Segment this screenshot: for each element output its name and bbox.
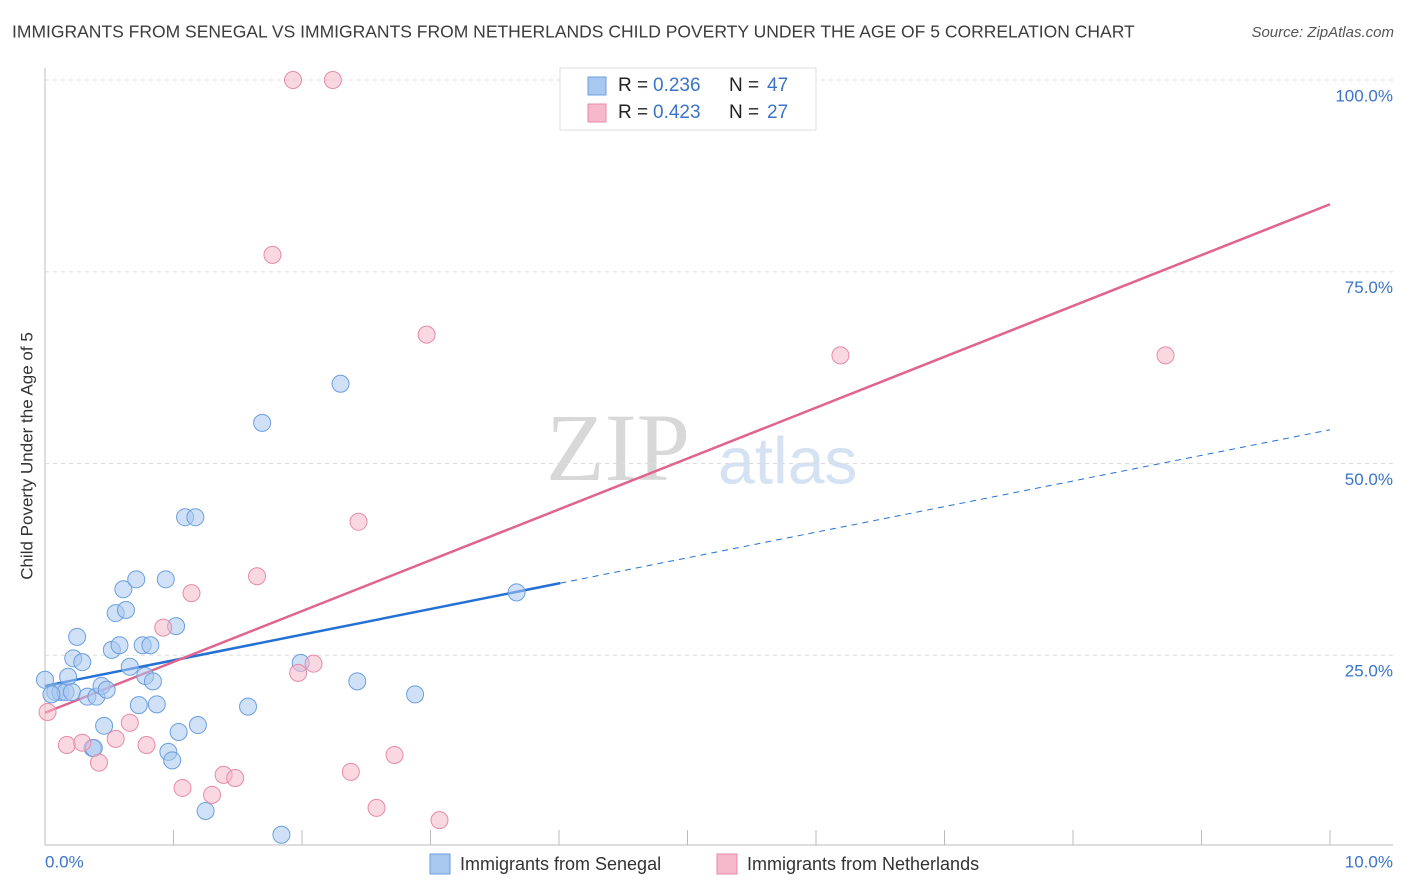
source: Source: ZipAtlas.com [1251, 24, 1394, 41]
point [97, 680, 116, 699]
trend-line [44, 203, 1331, 714]
legend-label: Immigrants from Senegal [460, 854, 661, 874]
point [430, 811, 449, 830]
y-tick-label: 25.0% [1345, 662, 1393, 681]
point [507, 583, 526, 602]
point [253, 413, 272, 432]
point [341, 762, 360, 781]
point [59, 667, 78, 686]
point [188, 716, 207, 735]
point [116, 600, 135, 619]
x-tick-label: 10.0% [1345, 852, 1393, 871]
y-tick-label: 100.0% [1335, 86, 1393, 105]
watermark: atlas [718, 423, 857, 497]
r-label: R = [618, 75, 648, 96]
point [68, 627, 87, 646]
point [89, 753, 108, 772]
point [120, 657, 139, 676]
r-label: R = [618, 102, 648, 123]
n-value: 27 [767, 102, 788, 123]
point [110, 636, 129, 655]
point [239, 697, 258, 716]
point [156, 570, 175, 589]
n-label: N = [729, 75, 759, 96]
legend-label: Immigrants from Netherlands [747, 854, 979, 874]
point [42, 685, 61, 704]
chart-title: IMMIGRANTS FROM SENEGAL VS IMMIGRANTS FR… [12, 22, 1135, 42]
point [367, 798, 386, 817]
point [114, 580, 133, 599]
r-value: 0.423 [653, 102, 701, 123]
point [284, 71, 303, 89]
point [348, 672, 367, 691]
point [196, 801, 215, 820]
y-tick-label: 75.0% [1345, 278, 1393, 297]
legend-swatch [587, 76, 607, 96]
point [106, 729, 125, 748]
point [289, 663, 308, 682]
point [263, 245, 282, 264]
legend-swatch [429, 853, 451, 875]
point [323, 71, 342, 89]
point [147, 695, 166, 714]
n-label: N = [729, 102, 759, 123]
point [349, 512, 368, 531]
point [163, 751, 182, 770]
point [129, 696, 148, 715]
y-axis-label: Child Poverty Under the Age of 5 [17, 332, 36, 580]
watermark: ZIP [546, 394, 690, 501]
point [127, 570, 146, 589]
point [417, 325, 436, 344]
point [182, 584, 201, 603]
trend-line [560, 429, 1331, 584]
point [331, 374, 350, 393]
point [226, 768, 245, 787]
point [57, 735, 76, 754]
point [95, 716, 114, 735]
point [143, 672, 162, 691]
x-tick-label: 0.0% [45, 852, 84, 871]
point [73, 733, 92, 752]
point [203, 785, 222, 804]
point [1156, 346, 1175, 365]
point [169, 722, 188, 741]
point [38, 703, 57, 722]
point [141, 636, 160, 655]
point [154, 618, 173, 637]
point [304, 654, 323, 673]
point [120, 713, 139, 732]
point [406, 685, 425, 704]
point [62, 683, 81, 702]
legend-swatch [587, 103, 607, 123]
point [272, 825, 291, 844]
point [186, 508, 205, 527]
point [831, 346, 850, 365]
legend-swatch [716, 853, 738, 875]
point [137, 735, 156, 754]
r-value: 0.236 [653, 75, 701, 96]
point [73, 653, 92, 672]
n-value: 47 [767, 75, 788, 96]
point [248, 567, 267, 586]
y-tick-label: 50.0% [1345, 470, 1393, 489]
point [173, 778, 192, 797]
point [385, 745, 404, 764]
